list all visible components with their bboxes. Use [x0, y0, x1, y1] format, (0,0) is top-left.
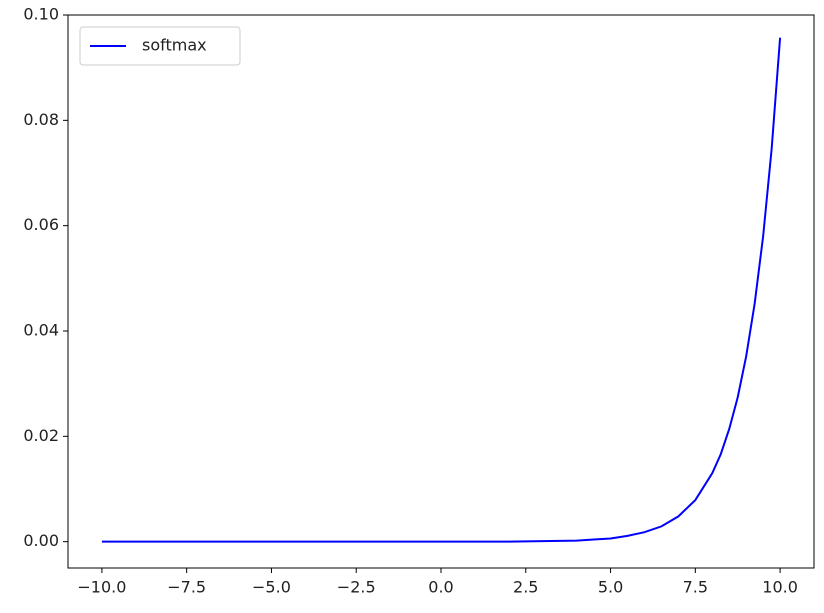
y-tick-label: 0.04 — [23, 321, 59, 340]
line-series — [101, 37, 782, 543]
x-tick-label: −7.5 — [167, 578, 206, 597]
y-tick-label: 0.10 — [23, 5, 59, 24]
plot-frame — [67, 14, 815, 569]
y-tick-label: 0.06 — [23, 215, 59, 234]
x-tick-label: 7.5 — [683, 578, 708, 597]
y-tick-label: 0.00 — [23, 531, 59, 550]
x-tick-label: −5.0 — [252, 578, 291, 597]
y-tick-label: 0.02 — [23, 426, 59, 445]
y-tick-label: 0.08 — [23, 110, 59, 129]
x-tick-label: 2.5 — [513, 578, 538, 597]
x-tick-label: 10.0 — [762, 578, 798, 597]
x-tick-label: −2.5 — [337, 578, 376, 597]
x-tick-label: 5.0 — [598, 578, 623, 597]
x-tick-label: −10.0 — [77, 578, 126, 597]
x-tick-label: 0.0 — [428, 578, 453, 597]
legend-box — [79, 26, 241, 66]
legend-label: softmax — [142, 36, 207, 55]
